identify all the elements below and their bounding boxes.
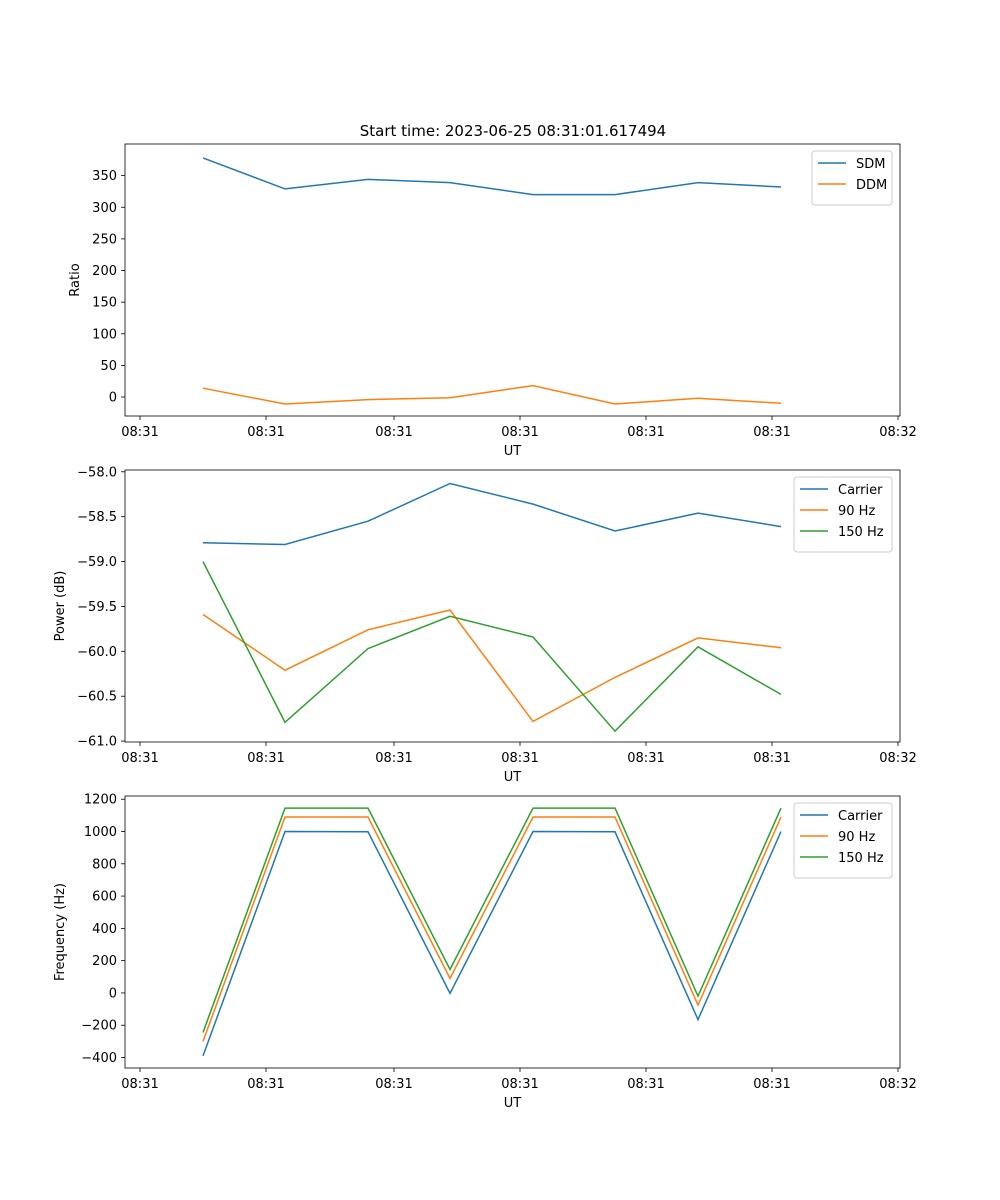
legend-label: 150 Hz	[838, 525, 884, 540]
y-tick-label: −200	[81, 1019, 117, 1034]
axes-frame	[124, 469, 901, 743]
x-tick-label: 08:31	[121, 425, 158, 440]
x-tick-label: 08:31	[247, 1077, 284, 1092]
y-tick-label: −60.0	[77, 645, 117, 660]
y-tick-label: −60.5	[77, 690, 117, 705]
x-tick-label: 08:31	[375, 751, 412, 766]
x-tick-label: 08:31	[501, 1077, 538, 1092]
y-tick-label: 0	[109, 986, 117, 1001]
y-tick-label: 150	[92, 296, 117, 311]
figure-title: Start time: 2023-06-25 08:31:01.617494	[360, 122, 666, 140]
x-axis-label: UT	[504, 770, 522, 785]
x-tick-label: 08:31	[121, 1077, 158, 1092]
y-tick-label: −61.0	[77, 735, 117, 750]
legend-frame	[793, 476, 893, 553]
axes-frame	[124, 795, 901, 1069]
y-tick-label: 1200	[84, 793, 117, 808]
x-tick-label: 08:31	[121, 751, 158, 766]
legend-frame	[793, 802, 893, 879]
legend-label: 150 Hz	[838, 851, 884, 866]
x-tick-label: 08:31	[247, 425, 284, 440]
y-tick-label: −400	[81, 1051, 117, 1066]
y-tick-label: 100	[92, 327, 117, 342]
chart-panel-3: 08:31 08:31 08:31 08:31 08:31 08:31 08:32 −400 −…	[53, 793, 917, 1111]
y-tick-label: 800	[92, 857, 117, 872]
y-tick-label: 250	[92, 232, 117, 247]
chart-panel-1: 08:31 08:31 08:31 08:31 08:31 08:31 08:32 0 50 10…	[68, 143, 917, 459]
chart-panel-2: 08:31 08:31 08:31 08:31 08:31 08:31 08:32 −61.0…	[53, 465, 917, 785]
x-tick-label: 08:31	[247, 751, 284, 766]
legend: SDM DDM	[811, 150, 893, 206]
series-line-90-hz	[202, 816, 782, 1042]
series-line-150-hz	[202, 561, 782, 733]
series-line-carrier	[202, 830, 782, 1057]
x-tick-label: 08:32	[879, 425, 916, 440]
y-tick-label: 400	[92, 922, 117, 937]
y-tick-label: 1000	[84, 825, 117, 840]
legend-label: 90 Hz	[838, 830, 875, 845]
x-tick-label: 08:31	[627, 751, 664, 766]
y-tick-label: −59.5	[77, 600, 117, 615]
y-tick-label: 200	[92, 264, 117, 279]
legend: Carrier 90 Hz 150 Hz	[793, 476, 893, 553]
series-line-sdm	[202, 157, 782, 196]
y-tick-label: −58.0	[77, 465, 117, 480]
y-axis-label: Power (dB)	[53, 571, 68, 642]
x-tick-label: 08:31	[753, 425, 790, 440]
y-tick-label: −58.5	[77, 510, 117, 525]
x-tick-label: 08:31	[375, 1077, 412, 1092]
y-tick-label: 0	[109, 391, 117, 406]
x-tick-label: 08:31	[375, 425, 412, 440]
x-tick-label: 08:32	[879, 751, 916, 766]
legend-label: Carrier	[838, 483, 883, 498]
x-tick-label: 08:31	[753, 1077, 790, 1092]
legend-label: DDM	[856, 178, 887, 193]
y-tick-label: 200	[92, 954, 117, 969]
x-tick-label: 08:31	[753, 751, 790, 766]
x-axis-label: UT	[504, 444, 522, 459]
y-tick-label: −59.0	[77, 555, 117, 570]
legend-label: SDM	[856, 157, 885, 172]
series-line-ddm	[202, 384, 782, 405]
x-tick-label: 08:32	[879, 1077, 916, 1092]
y-tick-label: 350	[92, 169, 117, 184]
x-axis-label: UT	[504, 1096, 522, 1111]
legend-label: 90 Hz	[838, 504, 875, 519]
legend: Carrier 90 Hz 150 Hz	[793, 802, 893, 879]
legend-label: Carrier	[838, 809, 883, 824]
legend-frame	[811, 150, 893, 206]
x-tick-label: 08:31	[501, 425, 538, 440]
y-axis-label: Ratio	[68, 263, 83, 296]
series-line-150-hz	[202, 807, 782, 1033]
y-tick-label: 600	[92, 890, 117, 905]
y-tick-label: 50	[100, 359, 117, 374]
x-tick-label: 08:31	[627, 425, 664, 440]
y-axis-label: Frequency (Hz)	[53, 883, 68, 981]
series-line-carrier	[202, 482, 782, 546]
y-tick-label: 300	[92, 201, 117, 216]
x-tick-label: 08:31	[501, 751, 538, 766]
axes-frame	[124, 143, 901, 417]
x-tick-label: 08:31	[627, 1077, 664, 1092]
series-line-90-hz	[202, 609, 782, 723]
